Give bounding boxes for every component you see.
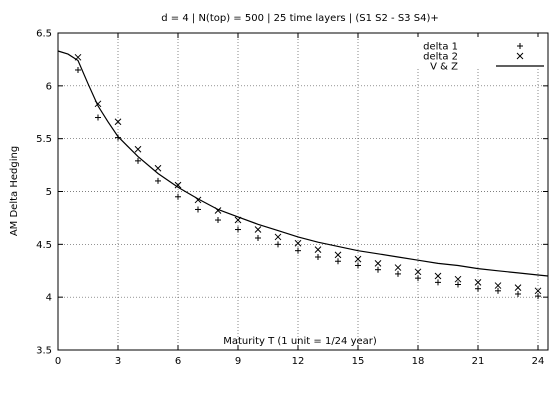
point-delta-2 bbox=[114, 118, 122, 126]
legend-marker bbox=[517, 43, 523, 49]
grid bbox=[58, 33, 548, 350]
point-delta-1 bbox=[115, 134, 121, 141]
point-delta-2 bbox=[354, 255, 362, 263]
point-delta-1 bbox=[235, 226, 241, 233]
point-delta-1 bbox=[135, 157, 141, 164]
chart-title: d = 4 | N(top) = 500 | 25 time layers | … bbox=[161, 13, 438, 24]
series-line-v-z bbox=[57, 50, 549, 277]
x-tick-label: 21 bbox=[472, 356, 485, 367]
legend-label: delta 2 bbox=[423, 52, 458, 63]
point-delta-2 bbox=[394, 264, 402, 271]
y-tick-label: 6.5 bbox=[36, 29, 52, 40]
point-delta-2 bbox=[434, 272, 442, 280]
point-delta-1 bbox=[335, 258, 341, 265]
point-delta-1 bbox=[255, 234, 261, 241]
point-delta-1 bbox=[515, 290, 521, 297]
point-delta-2 bbox=[174, 181, 182, 189]
point-delta-2 bbox=[414, 268, 422, 276]
point-delta-1 bbox=[475, 285, 481, 292]
point-delta-2 bbox=[294, 239, 302, 247]
x-tick-label: 15 bbox=[352, 356, 365, 367]
y-tick-label: 4.5 bbox=[36, 240, 52, 251]
point-delta-1 bbox=[95, 114, 101, 121]
point-delta-2 bbox=[534, 287, 542, 295]
point-delta-1 bbox=[315, 254, 321, 261]
point-delta-1 bbox=[215, 217, 221, 224]
point-delta-1 bbox=[155, 177, 161, 184]
legend-marker bbox=[516, 52, 524, 60]
point-delta-2 bbox=[374, 259, 382, 267]
x-axis-label: Maturity T (1 unit = 1/24 year) bbox=[223, 336, 377, 347]
point-delta-1 bbox=[195, 206, 201, 213]
y-tick-label: 5.5 bbox=[36, 134, 52, 145]
legend-background bbox=[398, 37, 545, 69]
point-delta-2 bbox=[154, 164, 162, 172]
x-tick-label: 18 bbox=[412, 356, 425, 367]
point-delta-1 bbox=[355, 262, 361, 269]
point-delta-2 bbox=[254, 226, 262, 233]
x-tick-label: 24 bbox=[532, 356, 545, 367]
point-delta-2 bbox=[514, 284, 522, 292]
point-delta-1 bbox=[455, 281, 461, 288]
point-delta-1 bbox=[175, 193, 181, 200]
x-tick-label: 6 bbox=[175, 356, 181, 367]
plot-frame bbox=[57, 32, 549, 351]
x-tick-label: 9 bbox=[235, 356, 241, 367]
point-delta-2 bbox=[274, 233, 282, 241]
point-delta-1 bbox=[275, 241, 281, 248]
point-delta-2 bbox=[494, 282, 502, 289]
legend-label: delta 1 bbox=[423, 42, 458, 53]
point-delta-1 bbox=[495, 287, 501, 294]
y-tick-label: 4 bbox=[46, 293, 52, 304]
point-delta-1 bbox=[535, 293, 541, 300]
point-delta-1 bbox=[295, 247, 301, 254]
legend-label: V & Z bbox=[430, 62, 458, 73]
x-tick-label: 0 bbox=[55, 356, 61, 367]
point-delta-2 bbox=[474, 279, 482, 286]
point-delta-1 bbox=[435, 279, 441, 286]
point-delta-1 bbox=[75, 66, 81, 73]
y-tick-label: 5 bbox=[46, 187, 52, 198]
point-delta-2 bbox=[454, 275, 462, 283]
y-axis-label: AM Delta Hedging bbox=[9, 146, 20, 236]
x-tick-label: 12 bbox=[292, 356, 305, 367]
plot-area bbox=[57, 50, 549, 300]
point-delta-2 bbox=[314, 246, 322, 253]
point-delta-1 bbox=[375, 266, 381, 273]
y-tick-label: 3.5 bbox=[36, 346, 52, 357]
x-tick-label: 3 bbox=[115, 356, 121, 367]
point-delta-2 bbox=[334, 251, 342, 259]
point-delta-1 bbox=[395, 270, 401, 277]
axis-ticks: 0 3 6 9 12 15 18 21 24 3.5 4 4.5 5 5.5 6 6.5 bbox=[36, 29, 548, 367]
y-tick-label: 6 bbox=[46, 81, 52, 92]
point-delta-2 bbox=[134, 145, 142, 153]
point-delta-1 bbox=[415, 275, 421, 282]
